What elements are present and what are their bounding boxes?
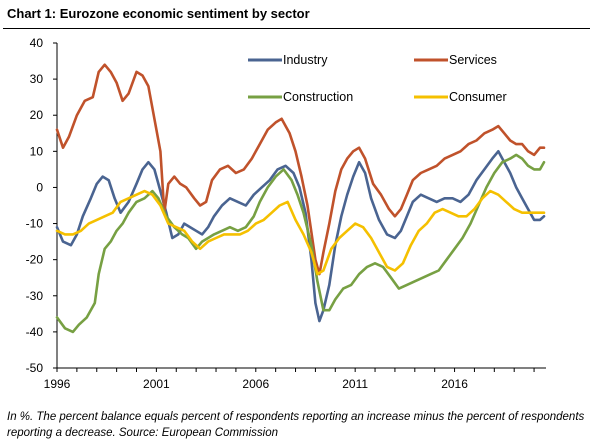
y-tick-label: -30 [26,289,44,303]
x-tick-label: 2006 [242,377,269,391]
y-tick-label: -20 [26,253,44,267]
series-line-industry [55,150,546,323]
x-tick-label: 2001 [143,377,170,391]
y-tick-label: -40 [26,325,44,339]
chart-footnote: In %. The percent balance equals percent… [7,411,585,439]
y-tick-label: 20 [30,108,44,122]
x-tick-label: 2011 [342,377,368,391]
y-tick-label: -50 [26,361,44,375]
chart-title: Chart 1: Eurozone economic sentiment by … [7,6,310,21]
y-tick-label: 10 [30,144,44,158]
y-tick-label: 30 [30,72,44,86]
y-tick-label: 40 [30,36,44,50]
legend-label-industry: Industry [283,53,328,67]
chart-legend: Industry Services Construction Consumer [248,53,507,104]
legend-label-services: Services [449,53,497,67]
legend-label-consumer: Consumer [449,90,507,104]
series-line-construction [55,153,546,334]
title-divider [3,28,590,29]
y-tick-label: -10 [26,217,44,231]
y-tick-label: 0 [36,180,43,194]
chart-series [55,63,546,334]
x-tick-label: 1996 [44,377,71,391]
legend-label-construction: Construction [283,90,353,104]
series-line-services [55,63,546,276]
x-tick-label: 2016 [441,377,468,391]
series-line-consumer [55,189,546,276]
